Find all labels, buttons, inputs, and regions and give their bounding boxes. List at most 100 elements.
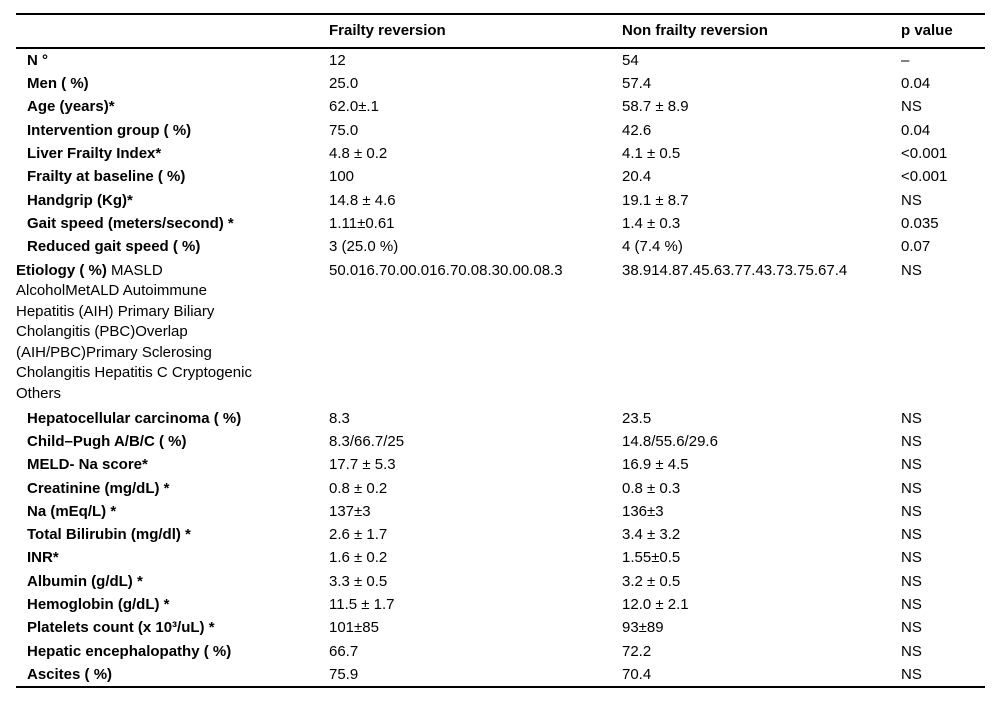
table-row-intervention-group: Intervention group ( %) 75.0 42.6 0.04: [16, 119, 985, 142]
table-row-handgrip: Handgrip (Kg)* 14.8 ± 4.6 19.1 ± 8.7 NS: [16, 189, 985, 212]
non-frailty-reversion-value: 136±3: [622, 502, 664, 520]
table-row-meld-na-score: MELD- Na score* 17.7 ± 5.3 16.9 ± 4.5 NS: [16, 453, 985, 476]
table-row-creatinine: Creatinine (mg/dL) * 0.8 ± 0.2 0.8 ± 0.3…: [16, 477, 985, 500]
table-row-total-bilirubin: Total Bilirubin (mg/dl) * 2.6 ± 1.7 3.4 …: [16, 523, 985, 546]
table-row-child-pugh: Child–Pugh A/B/C ( %) 8.3/66.7/25 14.8/5…: [16, 430, 985, 453]
non-frailty-reversion-value: 20.4: [622, 168, 652, 186]
table-row-reduced-gait-speed: Reduced gait speed ( %) 3 (25.0 %) 4 (7.…: [16, 235, 985, 258]
column-header-non-frailty-reversion: Non frailty reversion: [622, 15, 901, 49]
non-frailty-reversion-value: 4.1 ± 0.5: [622, 145, 681, 163]
non-frailty-reversion-value: 58.7 ± 8.9: [622, 98, 689, 116]
row-label: Men ( %): [27, 75, 89, 93]
row-label: Reduced gait speed ( %): [27, 238, 201, 256]
p-value: NS: [901, 549, 922, 567]
frailty-reversion-value: 0.8 ± 0.2: [329, 479, 388, 497]
row-label: MELD- Na score*: [27, 456, 148, 474]
non-frailty-reversion-value: 23.5: [622, 409, 652, 427]
p-value: 0.04: [901, 75, 931, 93]
row-label: Ascites ( %): [27, 665, 113, 683]
row-label: Liver Frailty Index*: [27, 145, 162, 163]
row-label: Hepatic encephalopathy ( %): [27, 642, 232, 660]
clinical-characteristics-table: Frailty reversion Non frailty reversion …: [16, 15, 985, 686]
non-frailty-reversion-value: 93±89: [622, 619, 664, 637]
frailty-reversion-value: 25.0: [329, 75, 359, 93]
p-value: 0.035: [901, 214, 939, 232]
non-frailty-reversion-value: 19.1 ± 8.7: [622, 191, 689, 209]
non-frailty-reversion-value: 1.55±0.5: [622, 549, 681, 567]
non-frailty-reversion-value: 14.8/55.6/29.6: [622, 432, 718, 450]
row-label: Total Bilirubin (mg/dl) *: [27, 526, 191, 544]
column-header-frailty-reversion: Frailty reversion: [329, 15, 622, 49]
table-row-etiology: Etiology ( %) MASLD AlcoholMetALD Autoim…: [16, 259, 985, 407]
row-label: Hemoglobin (g/dL) *: [27, 595, 170, 613]
p-value: NS: [901, 98, 922, 116]
table-row-n: N ° 12 54 –: [16, 48, 985, 72]
frailty-reversion-value: 66.7: [329, 642, 359, 660]
table-row-liver-frailty-index: Liver Frailty Index* 4.8 ± 0.2 4.1 ± 0.5…: [16, 142, 985, 165]
table-row-platelets-count: Platelets count (x 10³/uL) * 101±85 93±8…: [16, 616, 985, 639]
non-frailty-reversion-value: 12.0 ± 2.1: [622, 595, 689, 613]
header-row: Frailty reversion Non frailty reversion …: [16, 15, 985, 49]
p-value: NS: [901, 409, 922, 427]
non-frailty-reversion-value: 4 (7.4 %): [622, 238, 683, 256]
etiology-label-bold: Etiology ( %): [16, 261, 107, 279]
table-row-ascites: Ascites ( %) 75.9 70.4 NS: [16, 663, 985, 686]
table-row-age: Age (years)* 62.0±.1 58.7 ± 8.9 NS: [16, 96, 985, 119]
row-label: Intervention group ( %): [27, 121, 192, 139]
p-value: NS: [901, 595, 922, 613]
row-label: Frailty at baseline ( %): [27, 168, 186, 186]
row-label: Child–Pugh A/B/C ( %): [27, 432, 187, 450]
frailty-reversion-value: 1.11±0.61: [329, 214, 395, 232]
table-row-hemoglobin: Hemoglobin (g/dL) * 11.5 ± 1.7 12.0 ± 2.…: [16, 593, 985, 616]
frailty-reversion-value: 8.3: [329, 409, 350, 427]
frailty-reversion-value: 3 (25.0 %): [329, 238, 399, 256]
frailty-reversion-value: 1.6 ± 0.2: [329, 549, 388, 567]
column-header-p-value: p value: [901, 15, 985, 49]
row-label: Albumin (g/dL) *: [27, 572, 143, 590]
non-frailty-reversion-value: 38.914.87.45.63.77.43.73.75.67.4: [622, 261, 848, 279]
row-label: Platelets count (x 10³/uL) *: [27, 619, 215, 637]
table-row-albumin: Albumin (g/dL) * 3.3 ± 0.5 3.2 ± 0.5 NS: [16, 570, 985, 593]
non-frailty-reversion-value: 72.2: [622, 642, 652, 660]
p-value: NS: [901, 642, 922, 660]
p-value: 0.07: [901, 238, 931, 256]
table-row-inr: INR* 1.6 ± 0.2 1.55±0.5 NS: [16, 547, 985, 570]
p-value: NS: [901, 572, 922, 590]
table-body: N ° 12 54 – Men ( %) 25.0 57.4 0.04 Age …: [16, 48, 985, 686]
p-value: <0.001: [901, 145, 948, 163]
row-label: Na (mEq/L) *: [27, 502, 117, 520]
non-frailty-reversion-value: 70.4: [622, 665, 652, 683]
p-value: NS: [901, 619, 922, 637]
non-frailty-reversion-value: 3.4 ± 3.2: [622, 526, 681, 544]
frailty-reversion-value: 101±85: [329, 619, 379, 637]
frailty-reversion-table: Frailty reversion Non frailty reversion …: [16, 13, 985, 689]
non-frailty-reversion-value: 3.2 ± 0.5: [622, 572, 681, 590]
table-row-gait-speed: Gait speed (meters/second) * 1.11±0.61 1…: [16, 212, 985, 235]
frailty-reversion-value: 8.3/66.7/25: [329, 432, 405, 450]
non-frailty-reversion-value: 0.8 ± 0.3: [622, 479, 681, 497]
etiology-category-list: MASLD AlcoholMetALD Autoimmune Hepatitis…: [16, 261, 252, 402]
table-header: Frailty reversion Non frailty reversion …: [16, 15, 985, 49]
non-frailty-reversion-value: 16.9 ± 4.5: [622, 456, 689, 474]
p-value: NS: [901, 191, 922, 209]
frailty-reversion-value: 17.7 ± 5.3: [329, 456, 396, 474]
row-label: Gait speed (meters/second) *: [27, 214, 234, 232]
frailty-reversion-value: 137±3: [329, 502, 371, 520]
p-value: <0.001: [901, 168, 948, 186]
column-header-variable: [16, 15, 329, 49]
frailty-reversion-value: 12: [329, 51, 346, 69]
row-label: INR*: [27, 549, 59, 567]
frailty-reversion-value: 62.0±.1: [329, 98, 379, 116]
p-value: NS: [901, 502, 922, 520]
p-value: –: [901, 51, 910, 69]
row-label: Age (years)*: [27, 98, 115, 116]
frailty-reversion-value: 2.6 ± 1.7: [329, 526, 388, 544]
row-label: Hepatocellular carcinoma ( %): [27, 409, 242, 427]
table-row-hepatic-encephalopathy: Hepatic encephalopathy ( %) 66.7 72.2 NS: [16, 640, 985, 663]
non-frailty-reversion-value: 54: [622, 51, 639, 69]
p-value: 0.04: [901, 121, 931, 139]
frailty-reversion-value: 50.016.70.00.016.70.08.30.00.08.3: [329, 261, 563, 279]
row-label: Etiology ( %) MASLD AlcoholMetALD Autoim…: [16, 259, 329, 407]
row-label: N °: [27, 51, 48, 69]
p-value: NS: [901, 665, 922, 683]
